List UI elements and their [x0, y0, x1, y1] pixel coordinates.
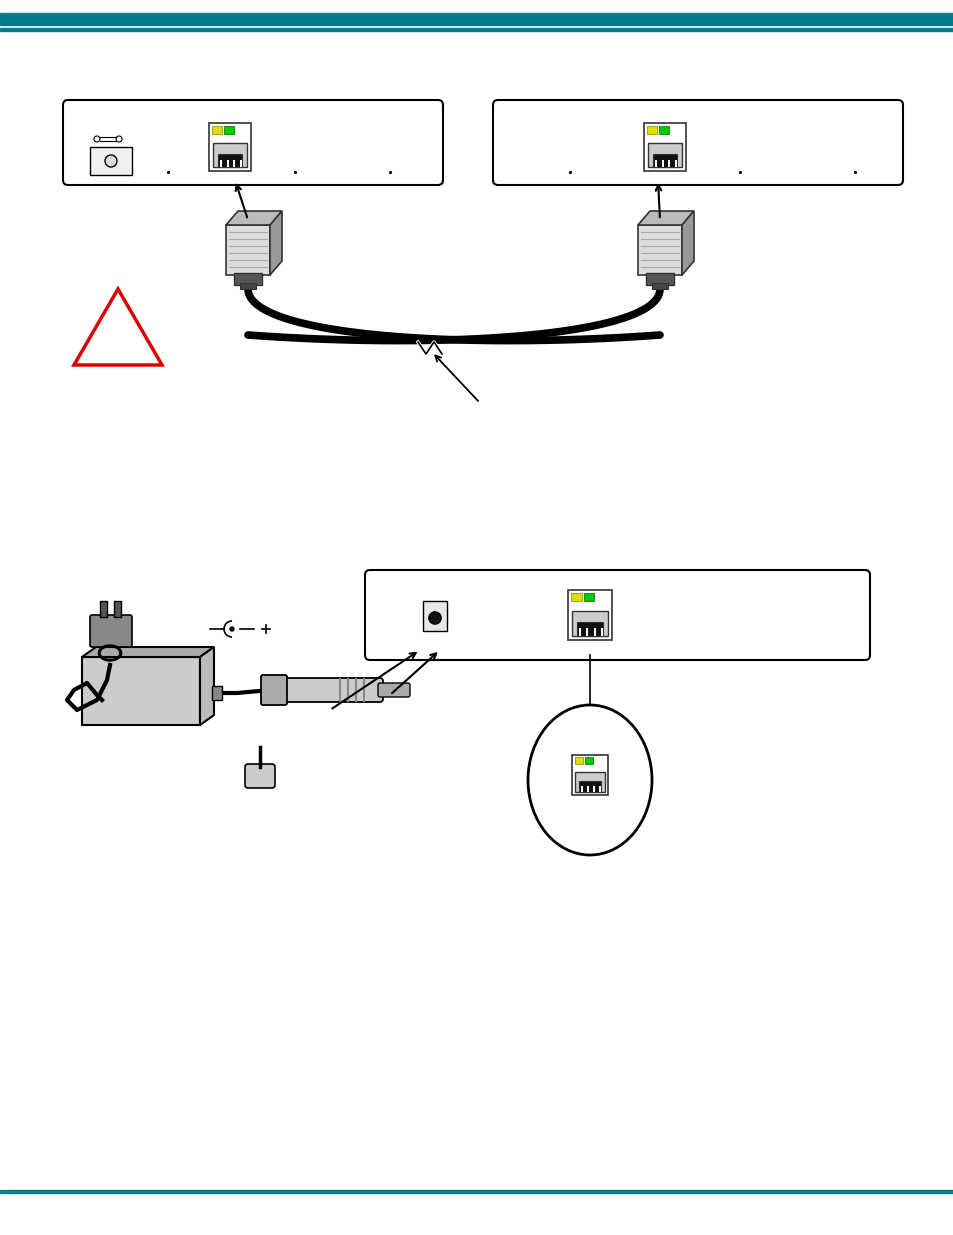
Bar: [645, 273, 673, 285]
Circle shape: [230, 627, 233, 631]
Polygon shape: [226, 211, 282, 225]
Circle shape: [105, 156, 117, 167]
Bar: [593, 629, 595, 636]
Bar: [113, 601, 121, 618]
Bar: [583, 593, 594, 601]
Bar: [217, 154, 242, 167]
Bar: [598, 785, 599, 792]
Bar: [659, 126, 668, 135]
Polygon shape: [638, 225, 681, 275]
Bar: [572, 755, 607, 795]
FancyBboxPatch shape: [261, 676, 287, 705]
Bar: [571, 593, 581, 601]
Bar: [224, 126, 233, 135]
Circle shape: [94, 136, 100, 142]
Ellipse shape: [527, 705, 651, 855]
Circle shape: [429, 613, 440, 624]
Bar: [0, 28, 953, 31]
Polygon shape: [638, 211, 693, 225]
Bar: [652, 154, 677, 167]
Polygon shape: [226, 225, 270, 275]
Bar: [586, 785, 588, 792]
Bar: [646, 126, 657, 135]
Bar: [233, 159, 235, 167]
Bar: [651, 283, 667, 289]
Bar: [578, 629, 580, 636]
Polygon shape: [82, 657, 200, 725]
FancyBboxPatch shape: [282, 678, 382, 701]
Bar: [240, 283, 255, 289]
Bar: [219, 159, 221, 167]
Bar: [575, 772, 604, 792]
Polygon shape: [270, 211, 282, 275]
Bar: [0, 1191, 953, 1193]
Bar: [668, 159, 670, 167]
Bar: [209, 124, 251, 170]
Bar: [0, 14, 953, 25]
Polygon shape: [74, 289, 162, 366]
Bar: [567, 590, 612, 640]
Bar: [584, 757, 593, 764]
Bar: [226, 159, 229, 167]
Bar: [586, 629, 588, 636]
Bar: [571, 611, 607, 636]
Bar: [643, 124, 685, 170]
Bar: [574, 757, 582, 764]
FancyBboxPatch shape: [365, 571, 869, 659]
Bar: [647, 143, 681, 167]
Polygon shape: [82, 647, 213, 657]
Bar: [212, 126, 222, 135]
Bar: [654, 159, 656, 167]
Bar: [240, 159, 242, 167]
FancyBboxPatch shape: [245, 764, 274, 788]
Bar: [580, 785, 582, 792]
Bar: [422, 601, 447, 631]
FancyBboxPatch shape: [493, 100, 902, 185]
Bar: [600, 629, 602, 636]
Bar: [577, 622, 602, 636]
FancyBboxPatch shape: [377, 683, 410, 697]
Bar: [90, 147, 132, 175]
Polygon shape: [681, 211, 693, 275]
Bar: [212, 685, 222, 700]
FancyBboxPatch shape: [63, 100, 442, 185]
Bar: [660, 159, 663, 167]
Bar: [213, 143, 247, 167]
Bar: [100, 601, 107, 618]
Polygon shape: [200, 647, 213, 725]
Circle shape: [116, 136, 122, 142]
Bar: [578, 781, 599, 792]
Bar: [593, 785, 594, 792]
Bar: [675, 159, 677, 167]
FancyBboxPatch shape: [90, 615, 132, 647]
Bar: [233, 273, 262, 285]
